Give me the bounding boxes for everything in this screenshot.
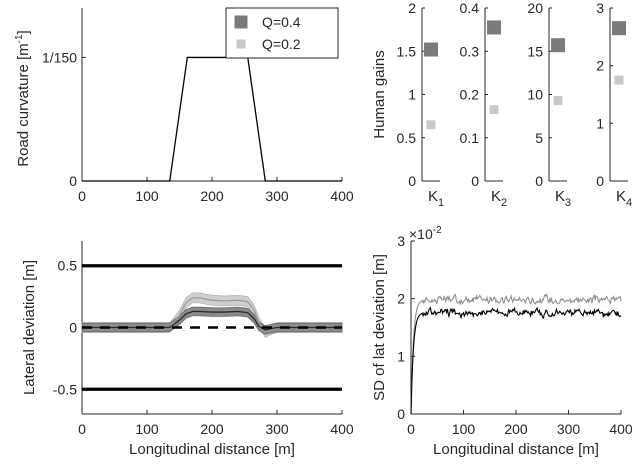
gain-y-tick-label: 0 bbox=[535, 173, 543, 189]
gain-panel-k4 bbox=[609, 7, 628, 182]
sd-multiplier-base: ×10 bbox=[409, 226, 433, 242]
lateral-y-label: Lateral deviation [m] bbox=[21, 260, 38, 395]
sd-x-label: Longitudinal distance [m] bbox=[433, 441, 599, 458]
legend-marker-q02 bbox=[236, 39, 246, 49]
gain-k-label: K2 bbox=[491, 188, 507, 209]
gain-marker-q04 bbox=[551, 38, 565, 53]
gain-y-tick-label: 0 bbox=[596, 173, 604, 189]
lateral-x-tick-label: 0 bbox=[78, 421, 86, 437]
curvature-y-tick-label: 0 bbox=[69, 173, 77, 189]
sd-q04-line bbox=[410, 306, 622, 415]
sd-x-tick-label: 400 bbox=[609, 421, 633, 437]
sd-x-tick-label: 200 bbox=[504, 421, 528, 437]
sd-axes bbox=[410, 240, 622, 415]
legend: Q=0.4 Q=0.2 bbox=[225, 7, 339, 59]
gain-panel-k2 bbox=[484, 7, 503, 182]
gain-y-tick-label: 1 bbox=[596, 115, 604, 131]
gain-marker-q02 bbox=[553, 96, 563, 106]
gain-y-tick-label: 0.3 bbox=[460, 43, 480, 59]
curvature-x-tick-label: 400 bbox=[330, 188, 354, 204]
legend-marker-q04 bbox=[234, 15, 248, 29]
gain-y-tick-label: 2 bbox=[408, 0, 416, 16]
gain-k-label: K3 bbox=[555, 188, 571, 209]
curvature-y-label: Road curvature [m-1] bbox=[14, 30, 32, 166]
gain-y-tick-label: 1 bbox=[408, 87, 416, 103]
sd-x-tick-label: 100 bbox=[452, 421, 476, 437]
gain-y-tick-label: 0.1 bbox=[460, 130, 480, 146]
gain-y-tick-label: 0 bbox=[408, 173, 416, 189]
human-gains-chart: Human gains00.511.52K100.10.20.30.4K2051… bbox=[371, 0, 632, 209]
gain-marker-q02 bbox=[614, 75, 624, 85]
sd-y-label: SD of lat deviation [m] bbox=[371, 254, 388, 401]
gain-marker-q04 bbox=[612, 21, 626, 36]
sd-lateral-deviation-chart: 0 100 200 300 400 0 1 2 3 ×10-2 Longitudinal dista… bbox=[371, 225, 633, 458]
lateral-x-label: Longitudinal distance [m] bbox=[129, 441, 295, 458]
curvature-x-tick-label: 300 bbox=[265, 188, 289, 204]
sd-y-tick-label: 0 bbox=[397, 406, 405, 422]
gain-y-tick-label: 5 bbox=[535, 130, 543, 146]
gain-y-tick-label: 0 bbox=[471, 173, 479, 189]
sd-y-tick-label: 2 bbox=[397, 291, 405, 307]
gain-y-tick-label: 3 bbox=[596, 0, 604, 16]
curvature-x-tick-label: 200 bbox=[200, 188, 224, 204]
gain-k-label-main: K bbox=[555, 188, 565, 205]
lateral-x-tick-label: 200 bbox=[200, 421, 224, 437]
gain-k-label-sub: 1 bbox=[438, 197, 444, 209]
gain-y-tick-label: 2 bbox=[596, 58, 604, 74]
gain-marker-q04 bbox=[487, 20, 501, 35]
gains-y-label: Human gains bbox=[371, 50, 388, 138]
legend-label-q04: Q=0.4 bbox=[262, 14, 301, 30]
gain-panel-k1 bbox=[421, 7, 440, 182]
curvature-y-tick-label: 1/150 bbox=[42, 49, 77, 65]
sd-y-tick-label: 3 bbox=[397, 233, 405, 249]
gain-y-tick-label: 0.2 bbox=[460, 87, 480, 103]
gain-y-tick-label: 0.5 bbox=[397, 130, 417, 146]
lateral-deviation-chart: 0 100 200 300 400 -0.5 0 0.5 Longitudinal distan… bbox=[21, 241, 354, 458]
gain-k-label-main: K bbox=[491, 188, 501, 205]
lateral-y-tick-label: 0 bbox=[69, 320, 77, 336]
lateral-q04-band bbox=[81, 306, 343, 335]
gain-y-tick-label: 1.5 bbox=[397, 43, 417, 59]
gain-marker-q02 bbox=[426, 120, 436, 130]
sd-multiplier: ×10-2 bbox=[409, 225, 442, 242]
gain-y-tick-label: 15 bbox=[527, 43, 543, 59]
gain-y-tick-label: 20 bbox=[527, 0, 543, 16]
lateral-y-tick-label: -0.5 bbox=[53, 381, 77, 397]
lateral-x-tick-label: 300 bbox=[265, 421, 289, 437]
gain-k-label-main: K bbox=[428, 188, 438, 205]
sd-q02-line bbox=[410, 292, 622, 415]
gain-k-label-sub: 3 bbox=[565, 197, 571, 209]
gain-k-label-sub: 4 bbox=[626, 197, 632, 209]
lateral-x-tick-label: 100 bbox=[135, 421, 159, 437]
gain-marker-q02 bbox=[489, 105, 499, 115]
curvature-x-tick-label: 100 bbox=[135, 188, 159, 204]
sd-x-tick-label: 0 bbox=[407, 421, 415, 437]
curvature-y-label-main: Road curvature [m bbox=[15, 43, 32, 166]
curvature-chart: 0 100 200 300 400 0 1/150 Road curvature [m-1] Q… bbox=[14, 7, 354, 204]
lateral-y-tick-label: 0.5 bbox=[58, 258, 78, 274]
lateral-x-tick-label: 400 bbox=[330, 421, 354, 437]
gain-k-label: K1 bbox=[428, 188, 444, 209]
curvature-y-label-sup: -1 bbox=[14, 34, 25, 43]
gain-y-tick-label: 10 bbox=[527, 87, 543, 103]
gain-k-label: K4 bbox=[616, 188, 632, 209]
gain-k-label-main: K bbox=[616, 188, 626, 205]
sd-multiplier-exp: -2 bbox=[433, 225, 442, 236]
sd-x-tick-label: 300 bbox=[557, 421, 581, 437]
legend-label-q02: Q=0.2 bbox=[262, 36, 301, 52]
legend-box bbox=[225, 7, 339, 59]
curvature-y-label-close: ] bbox=[15, 30, 32, 34]
sd-y-tick-label: 1 bbox=[397, 348, 405, 364]
gain-panel-k3 bbox=[548, 7, 567, 182]
curvature-x-tick-label: 0 bbox=[78, 188, 86, 204]
curvature-line bbox=[82, 56, 342, 182]
gain-marker-q04 bbox=[424, 42, 438, 57]
gain-y-tick-label: 0.4 bbox=[460, 0, 480, 16]
gain-k-label-sub: 2 bbox=[501, 197, 507, 209]
